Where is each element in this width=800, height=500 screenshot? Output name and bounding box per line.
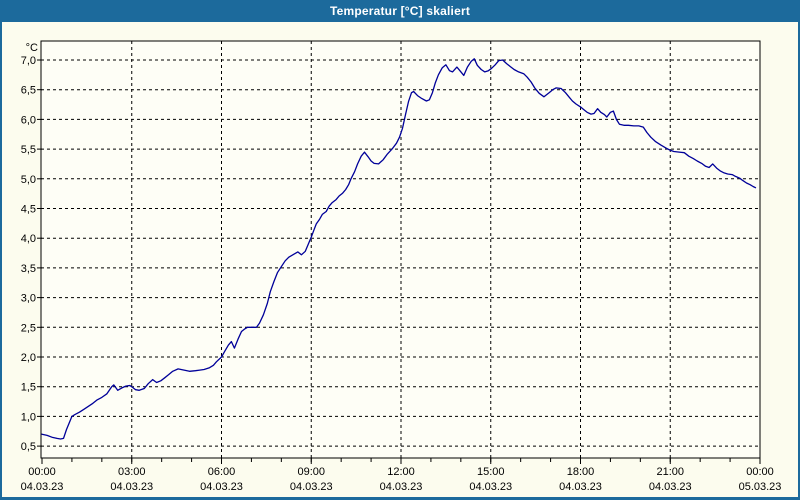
y-tick-label: 6,0: [21, 114, 36, 126]
y-tick-label: 1,0: [21, 411, 36, 423]
x-tick-date-label: 05.03.23: [739, 481, 782, 493]
y-tick-label: 7,0: [21, 55, 36, 67]
y-axis-unit-label: °C: [26, 42, 38, 54]
x-tick-date-label: 04.03.23: [290, 481, 333, 493]
y-tick-label: 5,0: [21, 174, 36, 186]
y-tick-label: 4,5: [21, 204, 36, 216]
window-border-right: [798, 22, 800, 500]
y-tick-label: 6,5: [21, 85, 36, 97]
x-tick-date-label: 04.03.23: [649, 481, 692, 493]
x-tick-date-label: 04.03.23: [380, 481, 423, 493]
x-tick-time-label: 18:00: [567, 466, 595, 478]
x-tick-date-label: 04.03.23: [469, 481, 512, 493]
temperature-line: [41, 58, 757, 440]
y-tick-label: 3,5: [21, 263, 36, 275]
x-tick-date-label: 04.03.23: [200, 481, 243, 493]
x-tick-time-label: 15:00: [477, 466, 505, 478]
x-tick-time-label: 00:00: [746, 466, 774, 478]
x-tick-time-label: 06:00: [208, 466, 236, 478]
window-title-bar[interactable]: Temperatur [°C] skaliert: [0, 0, 800, 22]
y-tick-label: 2,5: [21, 322, 36, 334]
x-tick-time-label: 00:00: [28, 466, 56, 478]
x-tick-date-label: 04.03.23: [559, 481, 602, 493]
y-tick-label: 1,5: [21, 382, 36, 394]
x-tick-time-label: 03:00: [118, 466, 146, 478]
window-title: Temperatur [°C] skaliert: [329, 4, 471, 18]
x-tick-time-label: 09:00: [297, 466, 325, 478]
y-tick-label: 4,0: [21, 233, 36, 245]
y-tick-label: 5,5: [21, 144, 36, 156]
plot-area: [41, 41, 760, 458]
x-tick-date-label: 04.03.23: [110, 481, 153, 493]
x-tick-time-label: 12:00: [387, 466, 415, 478]
y-tick-label: 2,0: [21, 352, 36, 364]
window-border-bottom: [0, 497, 800, 500]
x-tick-date-label: 04.03.23: [21, 481, 64, 493]
y-tick-label: 0,5: [21, 441, 36, 453]
x-tick-time-label: 21:00: [656, 466, 684, 478]
window-border-left: [0, 22, 2, 500]
y-tick-label: 3,0: [21, 293, 36, 305]
chart-canvas: 0,5 1,0 1,5 2,0 2,5 3,0 3,5 4,0 4,5 5,0 5,5 6,0 6,5 7…: [21, 40, 782, 493]
